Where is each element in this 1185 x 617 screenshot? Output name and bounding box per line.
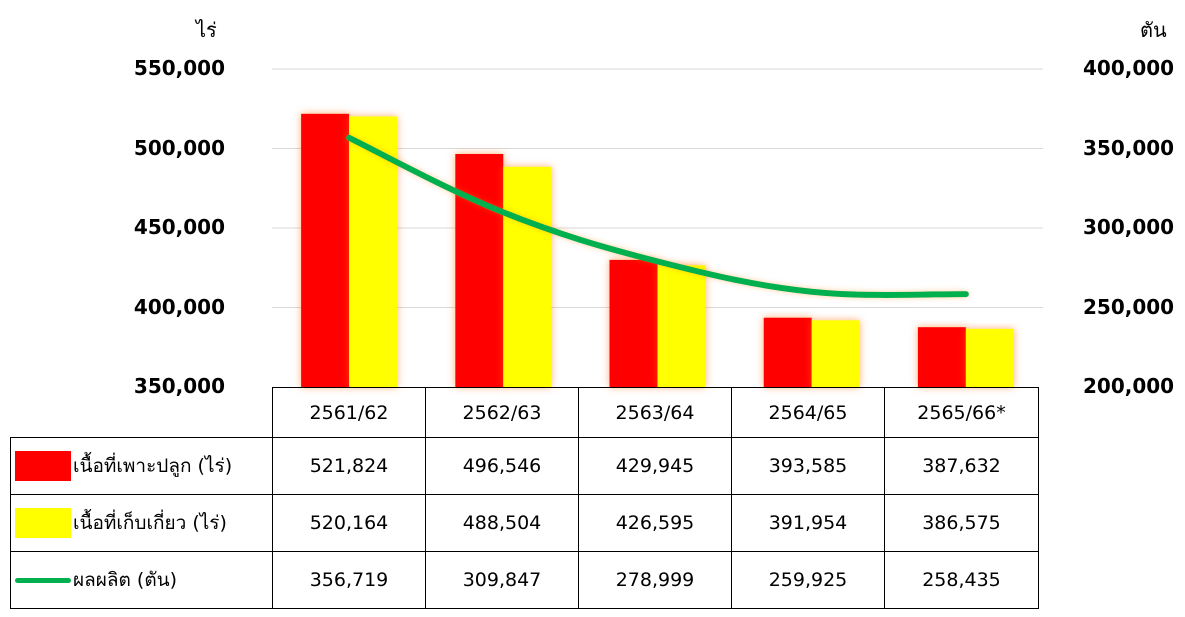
data-label: 520,164 bbox=[272, 494, 426, 552]
category-label: 2564/65 bbox=[731, 387, 885, 438]
bar bbox=[657, 265, 706, 387]
left-axis-unit: ไร่ bbox=[196, 18, 217, 42]
data-label: 488,504 bbox=[425, 494, 579, 552]
data-table: 2561/62 2562/63 2563/64 2564/65 2565/66*… bbox=[10, 387, 1039, 609]
y-tick-right: 350,000 bbox=[1083, 135, 1175, 160]
table-row: เนื้อที่เก็บเกี่ยว (ไร่) 520,164 488,504… bbox=[10, 494, 1039, 552]
bar bbox=[917, 327, 966, 387]
category-label: 2565/66* bbox=[884, 387, 1039, 438]
table-corner bbox=[10, 387, 273, 438]
data-label: 258,435 bbox=[884, 551, 1039, 609]
y-tick-left: 500,000 bbox=[133, 135, 225, 160]
category-label: 2561/62 bbox=[272, 387, 426, 438]
bar bbox=[811, 320, 860, 387]
data-label: 278,999 bbox=[578, 551, 732, 609]
y-tick-right: 200,000 bbox=[1083, 374, 1175, 398]
bar bbox=[763, 317, 812, 387]
legend-entry-planted-area: เนื้อที่เพาะปลูก (ไร่) bbox=[10, 437, 273, 495]
bar bbox=[609, 259, 658, 387]
data-label: 386,575 bbox=[884, 494, 1039, 552]
data-label: 426,595 bbox=[578, 494, 732, 552]
table-row: ผลผลิต (ตัน) 356,719 309,847 278,999 259… bbox=[10, 551, 1039, 609]
bar bbox=[301, 113, 350, 388]
series-name: เนื้อที่เพาะปลูก (ไร่) bbox=[73, 455, 233, 477]
data-label: 387,632 bbox=[884, 437, 1039, 495]
category-label: 2562/63 bbox=[425, 387, 579, 438]
data-label: 393,585 bbox=[731, 437, 885, 495]
bar bbox=[503, 166, 552, 387]
y-tick-right: 250,000 bbox=[1083, 294, 1175, 319]
y-tick-left: 550,000 bbox=[133, 56, 225, 80]
y-tick-left: 400,000 bbox=[133, 294, 225, 319]
data-label: 496,546 bbox=[425, 437, 579, 495]
category-label: 2563/64 bbox=[578, 387, 732, 438]
legend-entry-harvested-area: เนื้อที่เก็บเกี่ยว (ไร่) bbox=[10, 494, 273, 552]
bar bbox=[965, 328, 1014, 387]
table-row: เนื้อที่เพาะปลูก (ไร่) 521,824 496,546 4… bbox=[10, 437, 1039, 495]
series-name: เนื้อที่เก็บเกี่ยว (ไร่) bbox=[73, 512, 227, 534]
right-axis-unit: ตัน bbox=[1140, 18, 1167, 42]
table-header-row: 2561/62 2562/63 2563/64 2564/65 2565/66* bbox=[10, 387, 1039, 438]
data-label: 356,719 bbox=[272, 551, 426, 609]
y-tick-right: 400,000 bbox=[1083, 56, 1175, 80]
data-label: 521,824 bbox=[272, 437, 426, 495]
data-label: 259,925 bbox=[731, 551, 885, 609]
series-line bbox=[346, 134, 969, 298]
data-label: 429,945 bbox=[578, 437, 732, 495]
legend-entry-production: ผลผลิต (ตัน) bbox=[10, 551, 273, 609]
yellow-swatch-icon bbox=[15, 508, 71, 538]
bar bbox=[349, 116, 398, 387]
bar bbox=[455, 153, 504, 387]
y-tick-left: 450,000 bbox=[133, 215, 225, 239]
green-line-swatch-icon bbox=[15, 577, 71, 583]
data-label: 391,954 bbox=[731, 494, 885, 552]
y-tick-right: 300,000 bbox=[1083, 215, 1175, 239]
red-swatch-icon bbox=[15, 451, 71, 481]
series-name: ผลผลิต (ตัน) bbox=[73, 569, 178, 591]
data-label: 309,847 bbox=[425, 551, 579, 609]
